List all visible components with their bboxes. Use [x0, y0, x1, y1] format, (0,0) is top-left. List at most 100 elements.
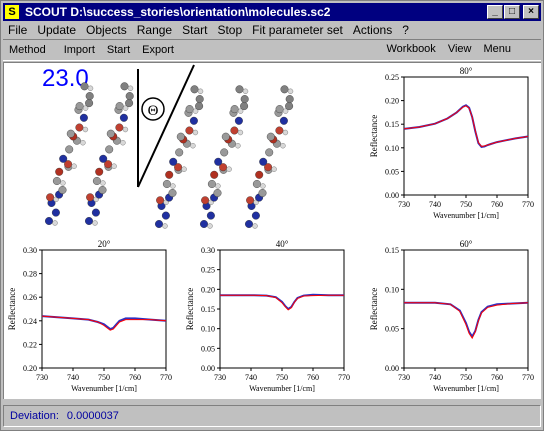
molecule-atom [162, 223, 168, 229]
molecule-atom [127, 85, 134, 91]
molecule-atom [52, 176, 61, 185]
molecule-atom [255, 170, 264, 179]
molecule-atom [175, 148, 184, 157]
molecule-atom [190, 142, 196, 149]
molecule-atom [120, 139, 126, 146]
y-tick-label: 0.00 [385, 191, 399, 200]
chart-title: 80° [460, 66, 473, 76]
y-tick-label: 0.20 [385, 97, 399, 106]
simulated-spectrum-line [41, 315, 167, 331]
y-tick-label: 0.24 [23, 317, 37, 326]
molecule-atom [265, 148, 274, 157]
x-axis-label: Wavenumber [1/cm] [433, 211, 499, 220]
molecule-atom [266, 132, 275, 141]
menu-objects[interactable]: Objects [86, 23, 127, 37]
y-axis-label: Reflectance [185, 288, 195, 330]
molecule-atom [279, 116, 288, 125]
molecule-atom [199, 219, 208, 228]
close-button[interactable]: × [523, 5, 539, 19]
chart-40-deg: 40° 730 740 750 760 770 0.00 0.05 0.10 0.15 0.20 0.… [185, 239, 350, 393]
molecule-atom [161, 211, 170, 220]
molecule-atom [207, 223, 213, 229]
molecule-atom [169, 157, 178, 166]
molecule-atom [91, 208, 100, 217]
molecule-atom [201, 196, 210, 205]
theta-marker [141, 97, 165, 121]
x-tick-label: 750 [276, 373, 288, 382]
molecule-atom [80, 139, 86, 146]
menu-start[interactable]: Start [182, 23, 208, 37]
molecule-atom [58, 185, 67, 194]
x-tick-label: 730 [36, 373, 48, 382]
toolbar-method-button[interactable]: Method [9, 44, 46, 56]
menu-help[interactable]: ? [402, 23, 409, 37]
molecule-atom [162, 179, 171, 188]
title-bar[interactable]: S SCOUT D:\success_stories\orientation\m… [3, 3, 541, 21]
molecule-atom [85, 92, 94, 101]
y-tick-label: 0.05 [201, 344, 215, 353]
molecule-atom [125, 99, 134, 108]
molecule-atom [280, 142, 286, 149]
molecule-atom [125, 92, 134, 101]
menu-update[interactable]: Update [37, 23, 77, 37]
plot-frame [41, 249, 167, 369]
molecule-atom [51, 208, 60, 217]
toolbar-import-button[interactable]: Import [63, 44, 95, 56]
molecule-atom [244, 219, 253, 228]
molecule-atom [213, 188, 222, 197]
molecule-atom [230, 126, 239, 135]
chart-20-deg: 20° 730 740 750 760 770 0.20 0.22 0.24 0.26 0.28 0.… [7, 239, 172, 393]
molecule-atom [122, 105, 129, 111]
molecule-atom [235, 85, 244, 94]
molecule-atom [192, 129, 199, 136]
y-tick-label: 0.05 [385, 325, 399, 334]
y-tick-label: 0.15 [385, 120, 399, 129]
toolbar-workbook-button[interactable]: Workbook [386, 43, 436, 55]
molecule-atom [219, 163, 228, 172]
x-tick-label: 760 [491, 200, 503, 209]
toolbar-export-button[interactable]: Export [142, 44, 174, 56]
molecule-atom [282, 108, 289, 114]
x-tick-label: 770 [522, 373, 534, 382]
x-tick-label: 760 [491, 373, 503, 382]
toolbar-menu-button[interactable]: Menu [483, 43, 511, 55]
molecule-atom [206, 211, 215, 220]
molecule-atom [258, 188, 267, 197]
molecule-atom [185, 126, 194, 135]
molecule-atom [235, 142, 241, 149]
menu-fit-parameter-set[interactable]: Fit parameter set [252, 23, 343, 37]
molecule-atom [285, 95, 294, 104]
x-tick-label: 770 [338, 373, 350, 382]
toolbar-view-button[interactable]: View [447, 43, 472, 55]
minimize-button[interactable]: _ [487, 5, 503, 19]
molecule-atom [59, 154, 68, 163]
maximize-button[interactable]: □ [504, 5, 520, 19]
molecule-atom [168, 188, 177, 197]
x-tick-label: 750 [98, 373, 110, 382]
y-tick-label: 0.15 [201, 305, 215, 314]
molecule-atom [185, 105, 194, 114]
menu-stop[interactable]: Stop [217, 23, 243, 37]
y-tick-label: 0.25 [201, 266, 215, 275]
y-tick-label: 0.20 [23, 364, 37, 373]
y-tick-label: 0.10 [385, 285, 399, 294]
molecule-atom [95, 167, 104, 176]
molecule-atom [189, 116, 198, 125]
x-tick-label: 760 [129, 373, 141, 382]
y-tick-label: 0.22 [23, 340, 37, 349]
molecule-atom [85, 216, 94, 225]
measured-spectrum-line [404, 301, 529, 339]
molecule-group [44, 82, 294, 229]
menu-range[interactable]: Range [136, 23, 173, 37]
menu-file[interactable]: File [8, 23, 28, 37]
molecule-atom [287, 88, 294, 94]
molecule-atom [154, 219, 163, 228]
app-icon[interactable]: S [5, 5, 19, 19]
measured-spectrum-line [220, 293, 344, 311]
molecule-atom [207, 179, 216, 188]
molecule-atom [237, 108, 244, 114]
molecule-atom [275, 105, 284, 114]
menu-actions[interactable]: Actions [352, 23, 393, 37]
x-axis-label: Wavenumber [1/cm] [249, 384, 315, 393]
toolbar-start-button[interactable]: Start [106, 44, 131, 56]
